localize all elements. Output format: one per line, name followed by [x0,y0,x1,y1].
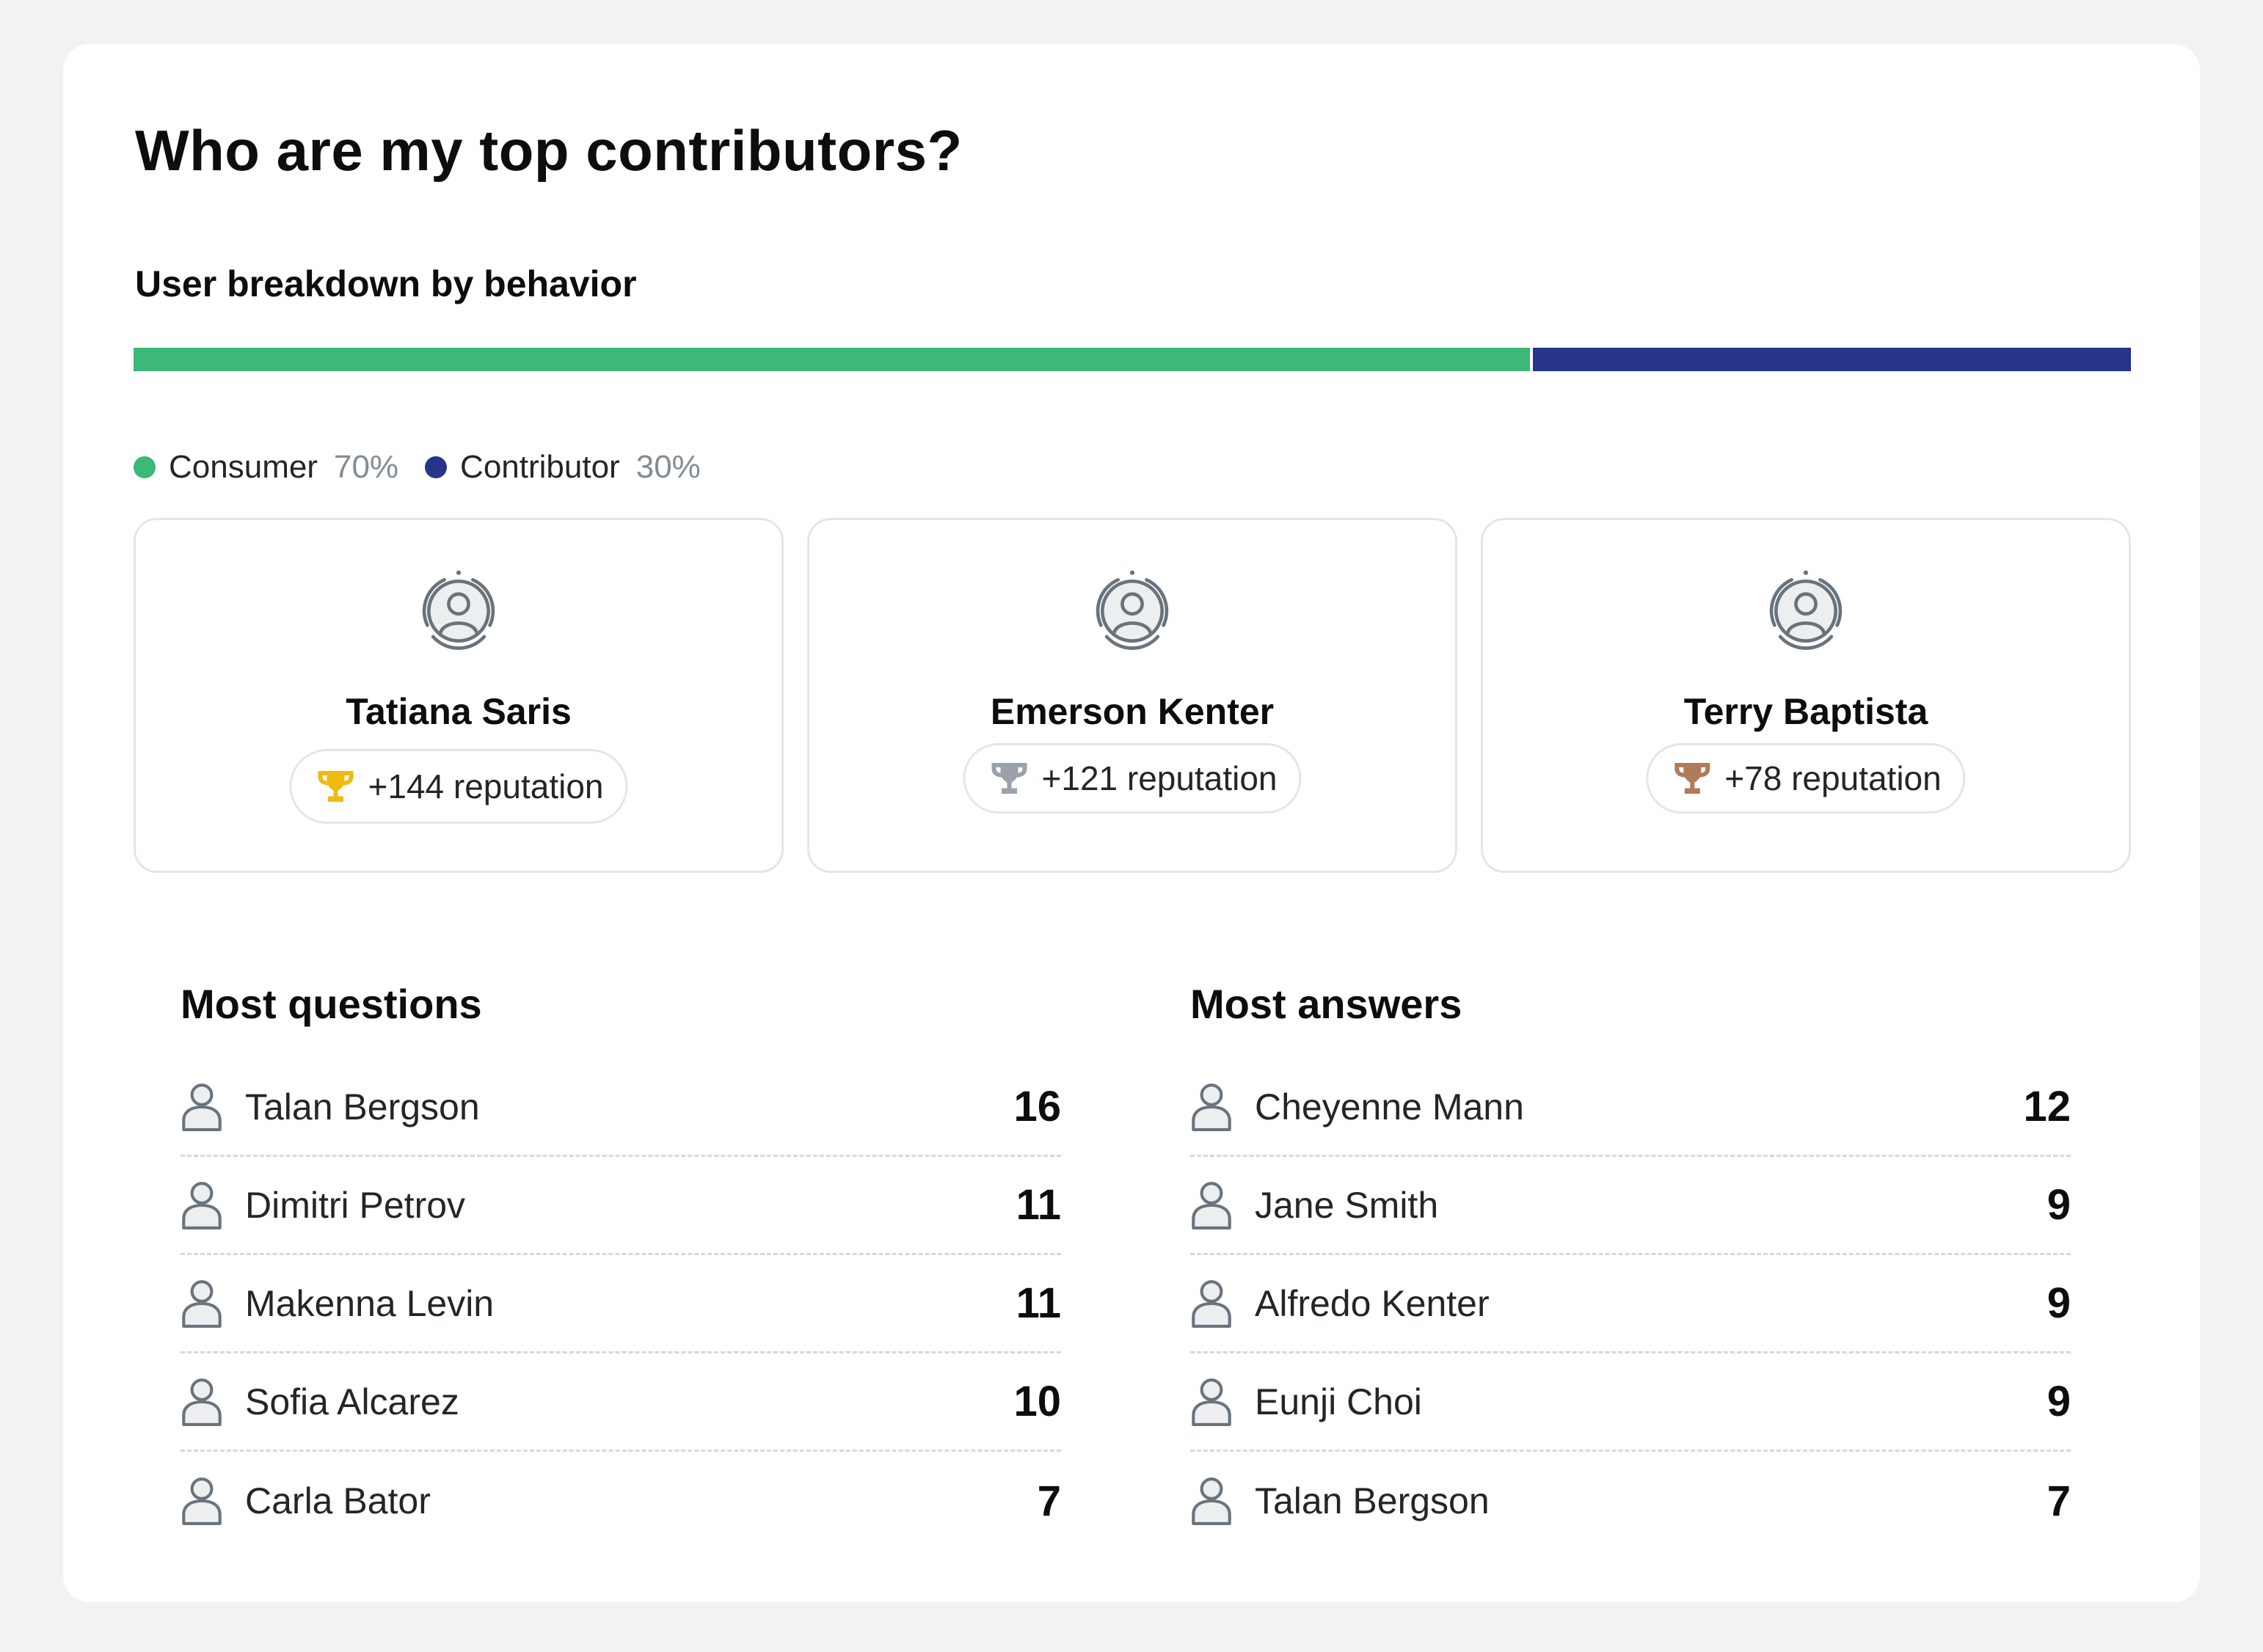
user-avatar-icon [1769,570,1843,650]
leader-card[interactable]: Terry Baptista +78 reputation [1481,518,2131,873]
user-count: 9 [2047,1181,2071,1229]
legend-percent: 70% [333,449,399,485]
user-icon [182,1378,222,1426]
user-icon [1192,1477,1231,1525]
user-avatar-icon [422,570,495,650]
list-item[interactable]: Carla Bator 7 [181,1452,1061,1550]
user-count: 9 [2047,1378,2071,1425]
reputation-text: +121 reputation [1041,759,1278,797]
contributor-segment [1532,348,2131,371]
user-icon [1192,1279,1231,1328]
trophy-silver-icon [991,763,1027,794]
user-icon [1192,1378,1231,1426]
user-count: 7 [2047,1477,2071,1525]
user-name: Eunji Choi [1255,1381,1422,1422]
list-item[interactable]: Jane Smith 9 [1190,1157,2071,1255]
legend-label: Consumer [169,449,318,485]
behavior-legend: Consumer 70% Contributor 30% [134,449,727,486]
contributor-dot [425,456,448,478]
legend-consumer: Consumer 70% [134,449,398,486]
list-item[interactable]: Talan Bergson 7 [1190,1452,2071,1550]
leader-name: Tatiana Saris [346,691,572,732]
reputation-badge: +78 reputation [1646,743,1966,814]
most-questions-list: Most questions Talan Bergson 16 Dimitri Pe… [181,980,1061,1550]
user-count: 12 [2023,1083,2071,1130]
user-name: Jane Smith [1255,1184,1439,1226]
user-name: Makenna Levin [245,1282,495,1324]
user-icon [1192,1181,1231,1229]
reputation-badge: +144 reputation [289,749,628,824]
user-icon [182,1181,222,1229]
user-count: 11 [1016,1279,1061,1327]
user-count: 9 [2047,1279,2071,1327]
user-avatar-icon [1096,570,1169,650]
most-answers-title: Most answers [1190,981,1462,1027]
legend-label: Contributor [460,449,620,485]
most-answers-list: Most answers Cheyenne Mann 12 Jane Smith 9 A… [1190,980,2071,1550]
user-count: 11 [1016,1181,1061,1229]
question-rows: Talan Bergson 16 Dimitri Petrov 11 Makenna L… [181,1059,1061,1550]
user-icon [182,1279,222,1328]
answer-rows: Cheyenne Mann 12 Jane Smith 9 Alfredo Kenter… [1190,1059,2071,1550]
top-contributors-card: Who are my top contributors? User breakd… [63,44,2200,1602]
user-icon [182,1083,222,1131]
leader-name: Terry Baptista [1683,691,1928,732]
list-item[interactable]: Cheyenne Mann 12 [1190,1059,2071,1157]
consumer-segment [134,348,1530,371]
user-name: Carla Bator [245,1480,431,1521]
user-name: Talan Bergson [245,1086,480,1127]
user-count: 7 [1037,1477,1061,1525]
most-questions-title: Most questions [181,981,482,1027]
user-icon [1192,1083,1231,1131]
trophy-gold-icon [318,771,354,802]
list-item[interactable]: Talan Bergson 16 [181,1059,1061,1157]
user-icon [182,1477,222,1525]
leaders-row: Tatiana Saris +144 reputation Emerson Ke… [134,518,2131,873]
page-title: Who are my top contributors? [135,118,963,183]
list-item[interactable]: Alfredo Kenter 9 [1190,1255,2071,1353]
user-count: 16 [1013,1083,1061,1130]
leader-card[interactable]: Tatiana Saris +144 reputation [134,518,784,873]
user-name: Cheyenne Mann [1255,1086,1524,1127]
breakdown-title: User breakdown by behavior [135,263,637,304]
consumer-dot [134,456,156,478]
leader-name: Emerson Kenter [990,691,1275,732]
user-name: Dimitri Petrov [245,1184,466,1226]
list-item[interactable]: Makenna Levin 11 [181,1255,1061,1353]
user-name: Sofia Alcarez [245,1381,459,1422]
legend-percent: 30% [635,449,701,485]
user-count: 10 [1013,1378,1061,1425]
behavior-bar [134,348,2131,371]
legend-contributor: Contributor 30% [425,449,701,486]
list-item[interactable]: Sofia Alcarez 10 [181,1353,1061,1452]
reputation-badge: +121 reputation [963,743,1302,814]
reputation-text: +78 reputation [1724,759,1942,797]
user-name: Alfredo Kenter [1255,1282,1490,1324]
user-name: Talan Bergson [1255,1480,1490,1521]
trophy-bronze-icon [1675,763,1710,794]
list-item[interactable]: Dimitri Petrov 11 [181,1157,1061,1255]
reputation-text: +144 reputation [368,767,604,805]
leader-card[interactable]: Emerson Kenter +121 reputation [807,518,1457,873]
list-item[interactable]: Eunji Choi 9 [1190,1353,2071,1452]
